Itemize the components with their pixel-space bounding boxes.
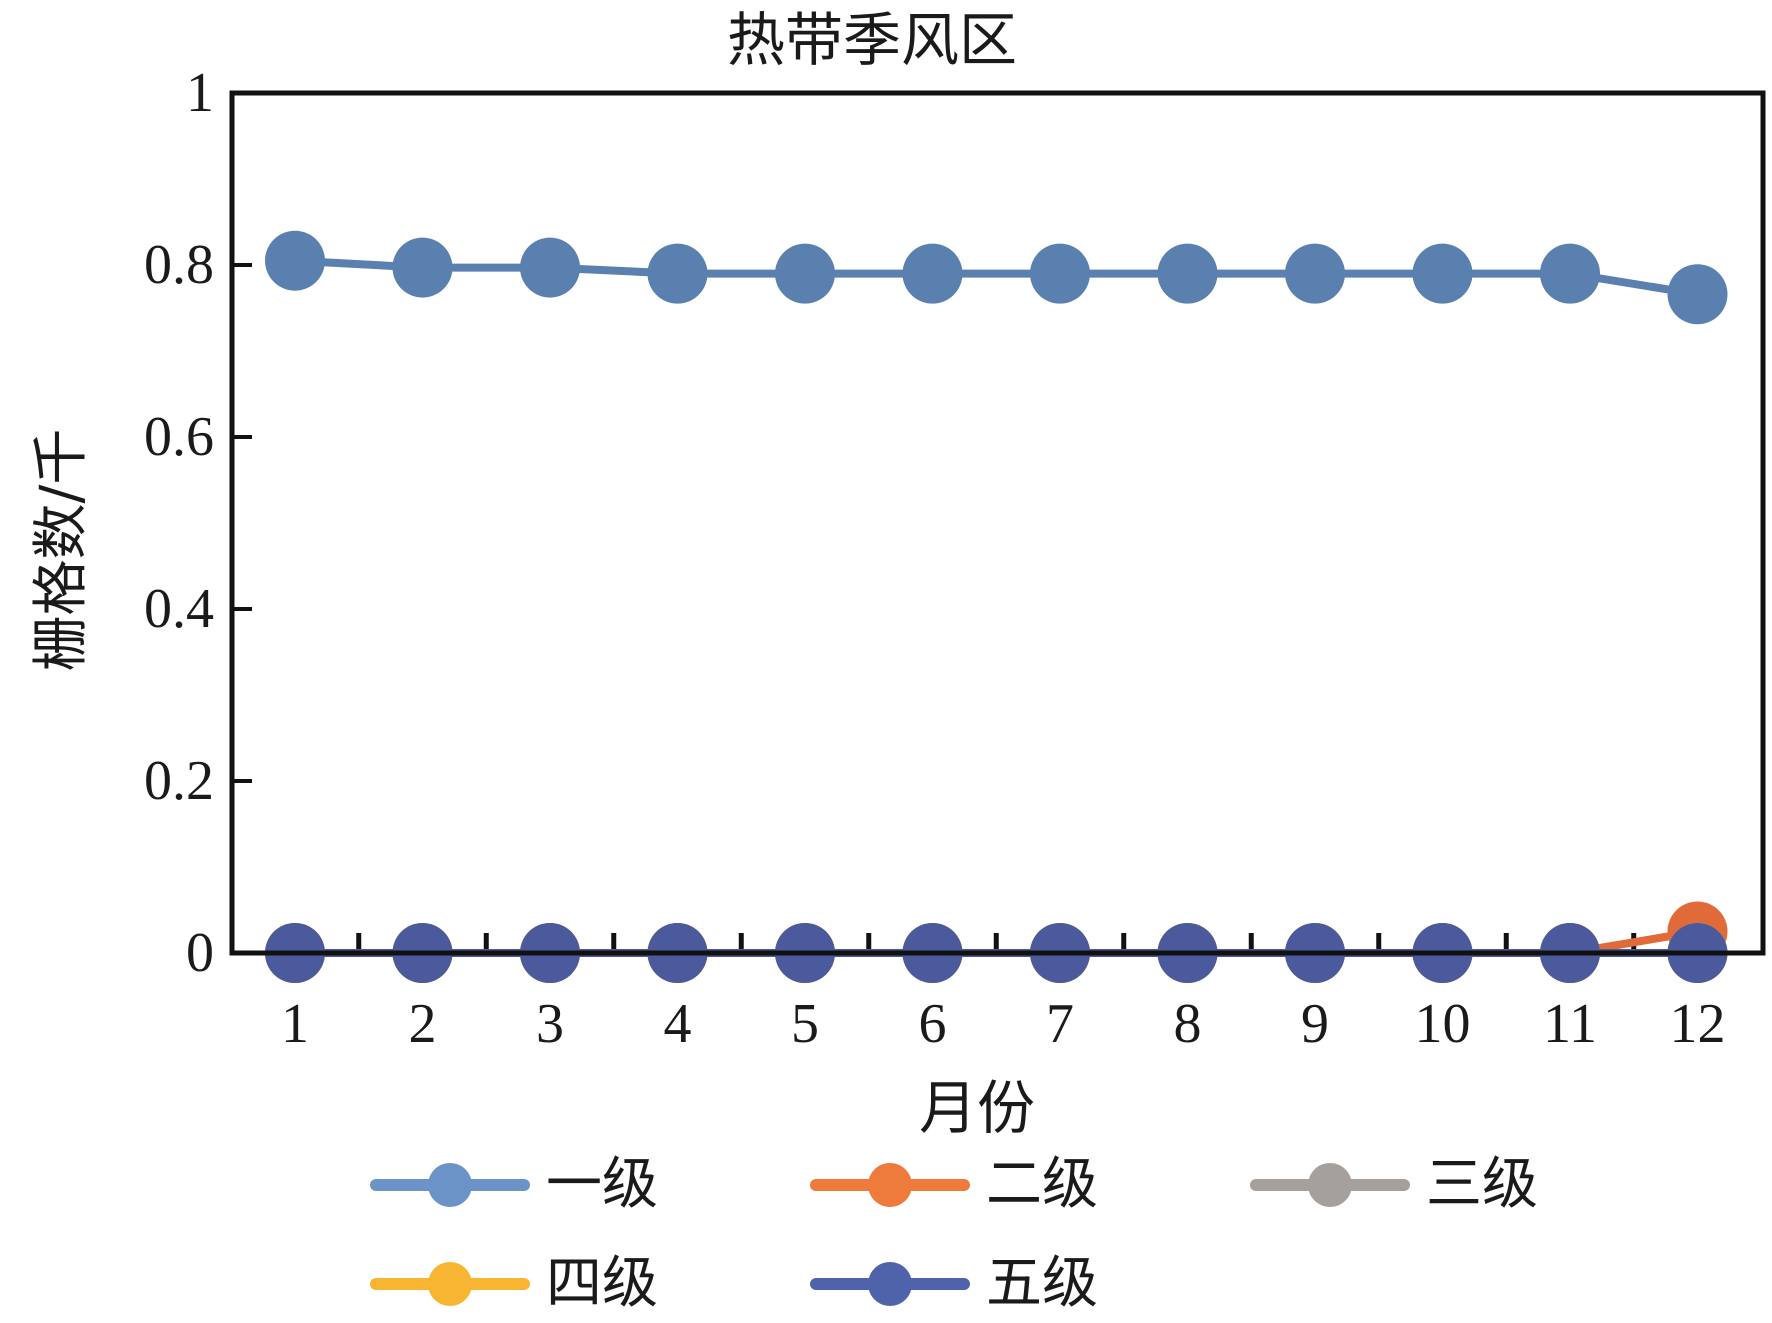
- plot-frame: [229, 90, 1766, 956]
- x-axis-label: 月份: [919, 1074, 1035, 1142]
- legend-item: 二级: [810, 1150, 1250, 1220]
- y-tick-label: 0.4: [144, 578, 214, 640]
- legend-swatch-marker: [428, 1262, 472, 1306]
- series-1-point: [392, 237, 453, 298]
- x-tick-label: 5: [791, 993, 819, 1055]
- legend-item: 三级: [1250, 1150, 1690, 1220]
- x-tick-label: 3: [536, 993, 564, 1055]
- legend-label: 四级: [546, 1251, 658, 1316]
- x-tick-label: 12: [1670, 993, 1726, 1055]
- x-tick-label: 1: [281, 993, 309, 1055]
- x-tick-label: 4: [664, 993, 692, 1055]
- y-axis-label: 栅格数/千: [29, 429, 94, 672]
- y-tick-label: 0.8: [144, 234, 214, 296]
- legend-item: 五级: [810, 1249, 1250, 1319]
- plot-area: 00.20.40.60.811 2 3 4 5 6 7 8 9 10 11 12: [144, 62, 1728, 1055]
- legend-label: 三级: [1426, 1152, 1538, 1217]
- series-1-point: [1540, 243, 1600, 304]
- y-tick-label: 0.6: [144, 406, 214, 468]
- line-chart: 热带季风区 00.20.40.60.811 2 3 4 5 6 7 8 9 10 11 12 栅格数/…: [29, 6, 1766, 1142]
- x-tick-label: 9: [1301, 993, 1329, 1055]
- x-tick-label: 6: [919, 993, 947, 1055]
- series-1-point: [647, 243, 708, 304]
- legend: 一级 二级 三级四级 五级: [370, 1150, 1750, 1320]
- series-1-point: [1030, 243, 1090, 304]
- series-1-point: [520, 237, 580, 298]
- legend-swatch-marker: [868, 1262, 912, 1306]
- x-tick-label: 11: [1543, 993, 1597, 1055]
- series-1-point: [902, 243, 963, 304]
- legend-item: 四级: [370, 1249, 810, 1319]
- series-1-point: [1667, 264, 1728, 325]
- y-tick-label: 0: [186, 922, 214, 984]
- legend-swatch: [810, 1249, 970, 1319]
- chart-title: 热带季风区: [727, 6, 1017, 74]
- x-tick-label: 7: [1046, 993, 1074, 1055]
- series-1-line: [291, 256, 1702, 299]
- legend-swatch-marker: [428, 1163, 472, 1207]
- series-1-point: [1285, 243, 1345, 304]
- legend-item: 一级: [370, 1150, 810, 1220]
- legend-label: 五级: [986, 1251, 1098, 1316]
- legend-label: 二级: [986, 1152, 1098, 1217]
- x-tick-label: 8: [1174, 993, 1202, 1055]
- legend-swatch: [810, 1150, 970, 1220]
- x-tick-label: 10: [1415, 993, 1471, 1055]
- legend-swatch-marker: [1308, 1163, 1352, 1207]
- x-tick-label: 2: [409, 993, 437, 1055]
- y-tick-label: 1: [186, 62, 214, 124]
- legend-swatch: [370, 1249, 530, 1319]
- series-1-point: [1412, 243, 1473, 304]
- series-1-point: [1157, 243, 1218, 304]
- legend-swatch-marker: [868, 1163, 912, 1207]
- series-1-point: [265, 230, 325, 291]
- legend-label: 一级: [546, 1152, 658, 1217]
- y-tick-label: 0.2: [144, 750, 214, 812]
- legend-swatch: [1250, 1150, 1410, 1220]
- series-1-point: [775, 243, 835, 304]
- legend-swatch: [370, 1150, 530, 1220]
